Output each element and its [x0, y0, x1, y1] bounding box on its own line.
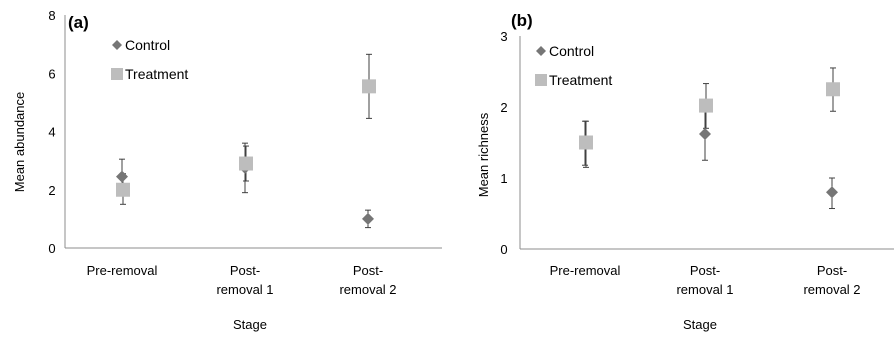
panel-b-point-control [699, 127, 711, 140]
panel-b: (b) Mean richness Stage 0 1 2 3 Pre-removal P… [476, 11, 894, 332]
panel-a-point-treatment [116, 182, 130, 197]
panel-b-category-label: removal 2 [803, 282, 860, 297]
panel-a-point-control [362, 212, 374, 225]
panel-a-category-label: removal 1 [216, 282, 273, 297]
panel-a: (a) Mean abundance Stage 0 2 4 6 8 Pre-remova… [12, 8, 442, 332]
panel-b-label: (b) [511, 11, 533, 30]
panel-b-point-control [826, 186, 838, 199]
panel-a-y-tick-label: 2 [48, 183, 55, 198]
panel-a-point-treatment [239, 156, 253, 171]
panel-b-y-tick-label: 1 [500, 171, 507, 186]
panel-b-category-label: Post- [817, 263, 847, 278]
panel-b-x-axis-title: Stage [683, 317, 717, 332]
panel-a-y-tick-label: 8 [48, 8, 55, 23]
panel-a-legend-control-marker [112, 40, 122, 50]
panel-a-category-label: removal 2 [339, 282, 396, 297]
panel-a-y-axis-title: Mean abundance [12, 92, 27, 192]
panel-a-category-label: Post- [353, 263, 383, 278]
panel-b-y-tick-label: 3 [500, 29, 507, 44]
panel-b-point-treatment [699, 98, 713, 113]
panel-a-category-label: Post- [230, 263, 260, 278]
panel-b-y-axis-title: Mean richness [476, 112, 491, 197]
panel-b-legend-label: Treatment [549, 72, 612, 88]
panel-a-point-treatment [362, 79, 376, 94]
panel-a-category-label: Pre-removal [87, 263, 158, 278]
panel-a-x-axis-title: Stage [233, 317, 267, 332]
panel-a-y-tick-label: 6 [48, 66, 55, 81]
panel-a-y-tick-label: 4 [48, 125, 55, 140]
panel-b-category-label: Post- [690, 263, 720, 278]
panel-a-legend-label: Treatment [125, 66, 188, 82]
panel-a-y-tick-label: 0 [48, 241, 55, 256]
panel-b-point-treatment [579, 135, 593, 150]
panel-b-legend-label: Control [549, 43, 594, 59]
panel-a-legend-treatment-marker [111, 68, 123, 80]
panel-a-label: (a) [68, 13, 89, 32]
panel-b-category-label: Pre-removal [550, 263, 621, 278]
panel-b-legend-treatment-marker [535, 74, 547, 86]
panel-a-point-control [116, 170, 128, 183]
panel-a-legend-label: Control [125, 37, 170, 53]
panel-b-legend-control-marker [536, 46, 546, 56]
panel-b-category-label: removal 1 [676, 282, 733, 297]
panel-b-point-treatment [826, 82, 840, 97]
panel-b-y-tick-label: 0 [500, 242, 507, 257]
panel-b-y-tick-label: 2 [500, 100, 507, 115]
